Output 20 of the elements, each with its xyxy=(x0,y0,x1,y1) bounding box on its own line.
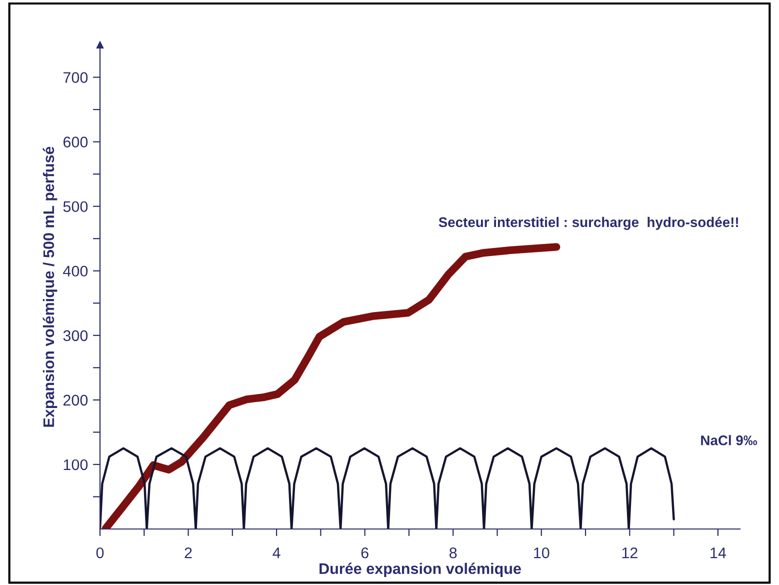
y-tick-label: 200 xyxy=(63,394,88,406)
x-tick-label: 4 xyxy=(272,548,280,558)
line-series xyxy=(100,447,675,529)
x-tick-label: 0 xyxy=(96,547,104,558)
y-tick-label: 400 xyxy=(63,266,88,277)
y-tick-label: 700 xyxy=(63,72,88,83)
x-tick-label: 6 xyxy=(361,547,368,558)
x-axis-title: Durée expansion volémique xyxy=(320,562,521,578)
y-tick-label: 300 xyxy=(63,330,88,342)
y-axis-title: Expansion volémique / 500 mL perfusé xyxy=(42,146,58,427)
y-tick-label: 500 xyxy=(63,201,88,212)
y-tick-label: 100 xyxy=(64,459,88,470)
text: NaCl 9‰ xyxy=(701,435,758,446)
x-tick-label: 12 xyxy=(622,547,638,558)
y-tick-label: 600 xyxy=(63,136,88,148)
x-tick-label: 2 xyxy=(184,547,192,558)
text: Secteur interstitiel : surcharge hydro-sodée!! xyxy=(438,216,738,230)
x-tick-label: 8 xyxy=(450,547,457,558)
x-tick-label: 10 xyxy=(534,547,550,558)
x-tick-label: 14 xyxy=(710,548,726,558)
